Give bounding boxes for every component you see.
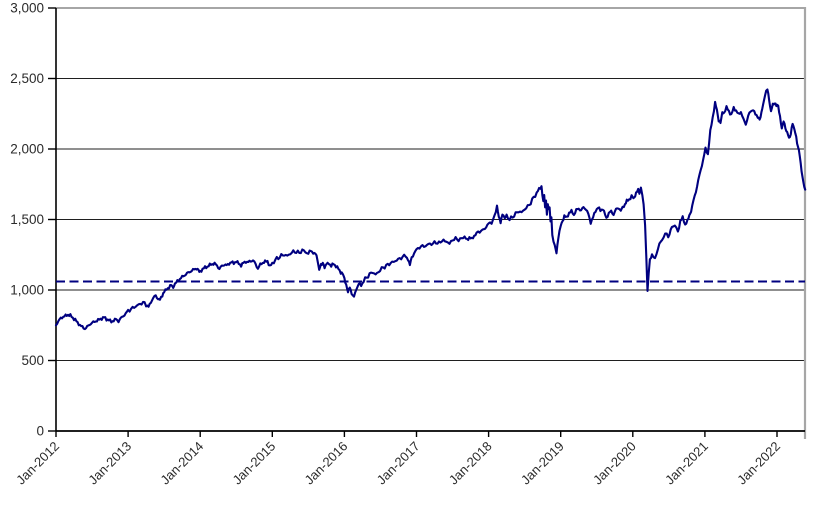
x-tick-label: Jan-2013 (85, 439, 134, 488)
x-tick-label: Jan-2015 (229, 439, 278, 488)
gridlines (56, 78, 805, 361)
x-axis-tick-labels: Jan-2012 Jan-2013 Jan-2014 Jan-2015 Jan-2016… (13, 439, 783, 488)
x-tick-label: Jan-2021 (662, 439, 711, 488)
y-axis-tick-labels: 0 500 1,000 1,500 2,000 2,500 3,000 (10, 1, 44, 439)
plot-border (56, 7, 807, 439)
y-tick-label: 2,500 (10, 71, 44, 86)
y-tick-label: 500 (21, 353, 44, 368)
x-tick-label: Jan-2022 (734, 439, 783, 488)
y-tick-label: 3,000 (10, 1, 44, 16)
y-axis-ticks (48, 7, 56, 432)
x-tick-label: Jan-2014 (157, 439, 206, 488)
index-series-line (54, 88, 807, 331)
x-tick-label: Jan-2016 (302, 439, 351, 488)
y-tick-label: 1,000 (10, 283, 44, 298)
x-axis-ticks (55, 431, 778, 437)
x-tick-label: Jan-2017 (374, 439, 423, 488)
series-path (54, 88, 807, 331)
x-tick-label: Jan-2012 (13, 439, 62, 488)
y-tick-label: 0 (36, 424, 44, 439)
x-tick-label: Jan-2018 (446, 439, 495, 488)
y-tick-label: 2,000 (10, 142, 44, 157)
y-tick-label: 1,500 (10, 212, 44, 227)
x-tick-label: Jan-2019 (518, 439, 567, 488)
x-tick-label: Jan-2020 (590, 439, 639, 488)
